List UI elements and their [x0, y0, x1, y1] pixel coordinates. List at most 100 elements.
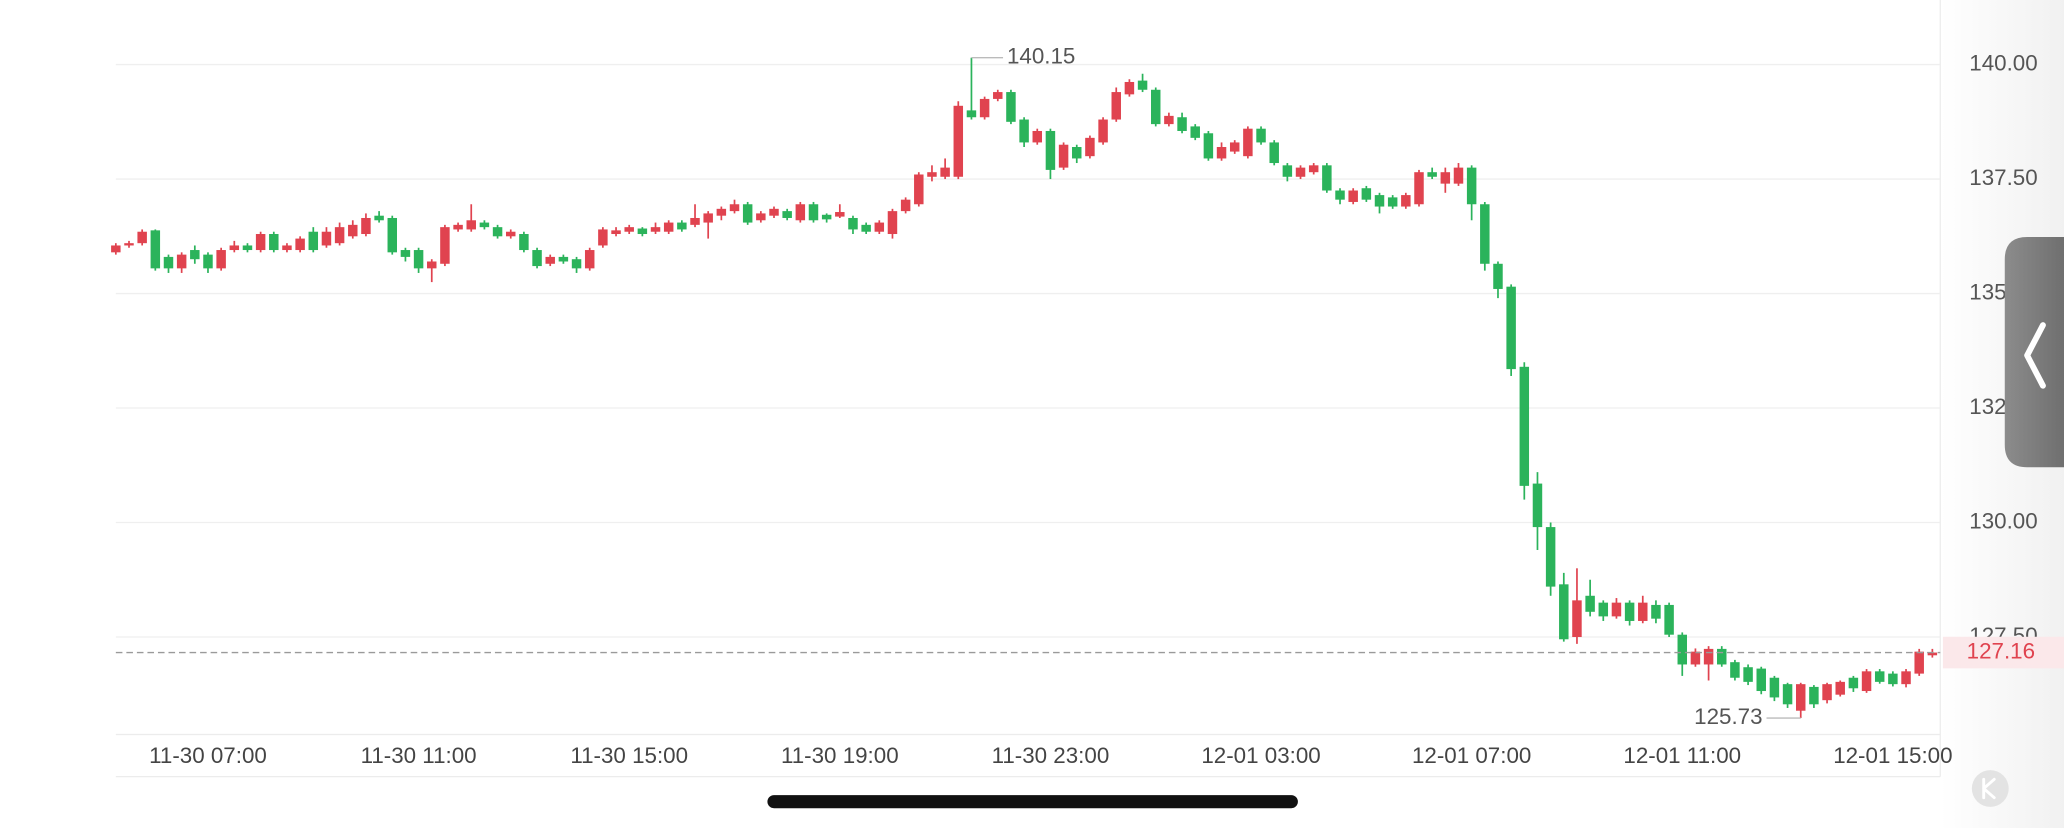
candle-body	[1006, 92, 1016, 122]
candle-body	[255, 234, 266, 251]
candle-body	[1453, 167, 1464, 184]
candle-body	[821, 214, 832, 220]
k-button-icon[interactable]	[1982, 777, 1996, 800]
candle-body	[914, 174, 924, 205]
overlay: 127.16 140.15 125.73	[115, 44, 2064, 729]
candle-body	[124, 243, 134, 246]
candle-body	[387, 217, 398, 253]
candle-body	[492, 227, 503, 237]
candle-body	[1809, 686, 1819, 705]
candle-body	[1638, 602, 1648, 621]
candle-body	[1611, 602, 1622, 617]
candle-body	[282, 245, 292, 251]
candle-body	[111, 245, 121, 253]
candle-body	[400, 250, 411, 257]
candle-body	[479, 222, 490, 228]
k-button-circle[interactable]	[1971, 770, 2009, 807]
candle-body	[1256, 128, 1266, 143]
candle-body	[1269, 142, 1279, 164]
candle-body	[1782, 684, 1793, 705]
candle-body	[242, 245, 253, 251]
candle-body	[1019, 119, 1029, 143]
candle-body	[1295, 167, 1306, 177]
candle-body	[650, 227, 661, 232]
candle-body	[1032, 130, 1043, 143]
candle-body	[861, 224, 871, 232]
candle-body	[729, 204, 740, 212]
candle-body	[1861, 671, 1872, 692]
candle-body	[1124, 81, 1135, 95]
candle-body	[1651, 604, 1661, 619]
side-handle[interactable]	[2004, 236, 2064, 468]
candle-body	[756, 213, 766, 221]
candle-body	[229, 245, 240, 251]
grid	[115, 63, 1941, 638]
candle-body	[1506, 286, 1516, 370]
candle-body	[203, 254, 213, 269]
candle-body	[1216, 147, 1227, 159]
candle-body	[150, 230, 161, 269]
candle-body	[1795, 684, 1806, 711]
candle-body	[1058, 144, 1069, 168]
x-tick-label: 11-30 23:00	[992, 743, 1110, 768]
candle-body	[1927, 652, 1938, 656]
candle-body	[1190, 126, 1200, 138]
candle-body	[1150, 89, 1161, 125]
candle-body	[295, 238, 305, 251]
side-handle-shape[interactable]	[2004, 236, 2064, 468]
home-indicator	[767, 795, 1298, 809]
candle-body	[900, 199, 911, 212]
candle-body	[927, 172, 937, 177]
candle-body	[1308, 165, 1319, 173]
candle-body	[1730, 662, 1740, 678]
candle-body	[545, 256, 555, 264]
candle-body	[598, 229, 608, 246]
candle-body	[782, 211, 792, 218]
k-button[interactable]	[1971, 770, 2009, 807]
x-tick-label: 12-01 11:00	[1623, 743, 1741, 768]
last-price-tag	[1942, 636, 2064, 669]
candle-body	[348, 224, 358, 237]
max-label: 140.15	[1007, 44, 1075, 69]
candle-body	[1545, 527, 1556, 587]
candle-body	[190, 250, 200, 260]
candle-body	[1348, 190, 1358, 202]
candle-body	[1743, 667, 1753, 682]
candle-body	[1532, 483, 1543, 528]
candle-body	[742, 204, 753, 223]
candle-body	[1888, 673, 1898, 685]
candle-body	[940, 167, 950, 177]
candle-body	[1072, 147, 1082, 159]
candle-body	[1177, 117, 1187, 131]
candle-body	[1229, 142, 1240, 152]
candle-body	[1848, 677, 1859, 689]
candle-body	[505, 231, 516, 237]
candle-body	[334, 227, 345, 244]
candle-body	[558, 256, 569, 262]
x-tick-label: 12-01 15:00	[1833, 743, 1952, 768]
candle-body	[1519, 366, 1530, 486]
candle-body	[1361, 188, 1372, 200]
candle-body	[519, 234, 529, 251]
side-handle-chevron[interactable]	[2024, 322, 2046, 389]
candle-body	[624, 227, 634, 232]
candle-body	[1598, 602, 1609, 617]
candle-body	[1045, 130, 1056, 170]
candle-body	[1440, 172, 1451, 184]
candle-body	[1282, 165, 1293, 177]
candle-body	[1914, 651, 1924, 674]
candle-body	[611, 230, 621, 235]
candle-body	[1559, 584, 1569, 640]
candle-body	[1703, 648, 1714, 665]
candle-body	[808, 204, 819, 221]
candle-body	[466, 220, 476, 230]
candle-body	[637, 228, 648, 235]
candle-body	[1335, 190, 1345, 200]
candle-body	[1401, 195, 1411, 207]
candle-body	[427, 261, 437, 269]
candle-body	[1493, 263, 1503, 289]
candle-body	[176, 254, 187, 269]
candle-body	[532, 250, 542, 267]
candle-body	[1822, 684, 1832, 701]
